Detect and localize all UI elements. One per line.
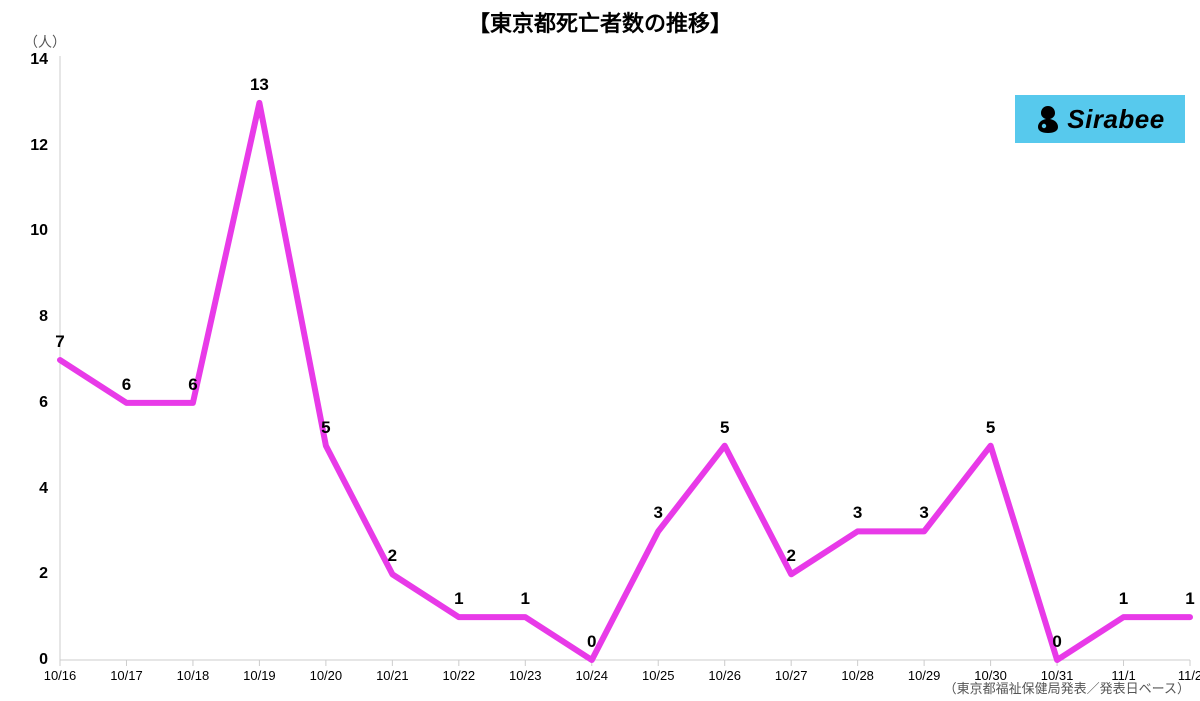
chart-container: 【東京都死亡者数の推移】 （人） 02468101214 10/1610/171… — [0, 0, 1200, 701]
y-tick-label: 0 — [0, 651, 48, 669]
y-tick-label: 10 — [0, 222, 48, 240]
chart-footnote: （東京都福祉保健局発表／発表日ベース） — [944, 678, 1200, 697]
x-tick-label: 10/20 — [310, 668, 343, 683]
y-tick-label: 8 — [0, 308, 48, 326]
data-point-label: 5 — [720, 418, 729, 438]
x-tick-label: 10/22 — [443, 668, 476, 683]
x-tick-label: 10/21 — [376, 668, 409, 683]
y-tick-label: 6 — [0, 394, 48, 412]
sirabee-logo-text: Sirabee — [1067, 104, 1164, 135]
x-tick-label: 10/29 — [908, 668, 941, 683]
data-point-label: 0 — [587, 632, 596, 652]
data-point-label: 1 — [1185, 589, 1194, 609]
data-point-label: 13 — [250, 75, 269, 95]
y-tick-label: 2 — [0, 565, 48, 583]
x-tick-label: 10/25 — [642, 668, 675, 683]
data-point-label: 7 — [55, 332, 64, 352]
x-tick-label: 10/26 — [708, 668, 741, 683]
x-tick-label: 10/27 — [775, 668, 808, 683]
sirabee-icon — [1035, 104, 1061, 134]
x-tick-label: 10/16 — [44, 668, 77, 683]
x-tick-label: 10/17 — [110, 668, 143, 683]
data-point-label: 3 — [853, 503, 862, 523]
y-tick-label: 4 — [0, 480, 48, 498]
y-tick-label: 14 — [0, 51, 48, 69]
x-tick-label: 10/23 — [509, 668, 542, 683]
x-tick-label: 10/19 — [243, 668, 276, 683]
x-tick-label: 10/28 — [841, 668, 874, 683]
data-point-label: 6 — [122, 375, 131, 395]
data-point-label: 1 — [454, 589, 463, 609]
x-tick-label: 10/18 — [177, 668, 210, 683]
data-point-label: 2 — [786, 546, 795, 566]
sirabee-logo: Sirabee — [1015, 95, 1185, 143]
data-point-label: 3 — [919, 503, 928, 523]
data-point-label: 0 — [1052, 632, 1061, 652]
data-point-label: 2 — [388, 546, 397, 566]
x-tick-label: 10/24 — [575, 668, 608, 683]
data-point-label: 1 — [521, 589, 530, 609]
series-line — [60, 103, 1190, 660]
data-point-label: 5 — [986, 418, 995, 438]
data-point-label: 3 — [654, 503, 663, 523]
y-tick-label: 12 — [0, 137, 48, 155]
data-point-label: 6 — [188, 375, 197, 395]
data-point-label: 1 — [1119, 589, 1128, 609]
data-point-label: 5 — [321, 418, 330, 438]
